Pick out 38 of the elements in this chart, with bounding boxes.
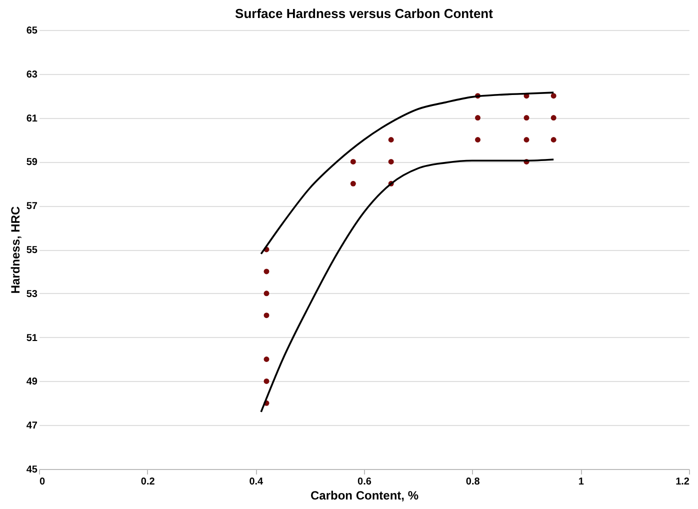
point (550, 137, 556, 142)
chart-title: Surface Hardness versus Carbon Content (235, 6, 494, 21)
y-tick-label: 45 (26, 464, 38, 476)
point (264, 378, 270, 384)
point (524, 137, 530, 142)
y-tick-label: 65 (26, 26, 38, 36)
point (264, 290, 270, 296)
x-tick-label: 1 (578, 476, 584, 488)
point (350, 158, 356, 164)
x-tick-label: 0.6 (358, 476, 372, 488)
point (475, 115, 480, 121)
y-tick-label: 49 (26, 376, 38, 388)
point (475, 137, 480, 142)
point (264, 356, 270, 362)
y-tick-label: 51 (26, 332, 38, 344)
y-axis-title: Hardness, HRC (8, 206, 22, 294)
x-axis-title: Carbon Content, % (310, 488, 419, 502)
y-tick-label: 55 (26, 245, 38, 256)
x-tick-label: 0.2 (140, 476, 156, 488)
x-tick-label: 0 (40, 476, 46, 488)
point (388, 158, 394, 164)
y-tick-label: 59 (26, 157, 38, 168)
y-tick-label: 47 (26, 420, 38, 432)
y-tick-label: 61 (26, 113, 38, 124)
point (550, 115, 556, 121)
point (264, 268, 270, 274)
point (388, 137, 394, 142)
point (550, 93, 556, 99)
x-tick-label: 0.8 (466, 476, 480, 488)
line-series (260, 158, 554, 413)
point (350, 180, 356, 186)
x-tick-label: 1.2 (676, 476, 690, 488)
y-tick-label: 57 (26, 201, 38, 212)
point (524, 115, 530, 121)
y-tick-label: 53 (26, 288, 38, 300)
x-tick-label: 0.4 (249, 476, 264, 488)
y-tick-label: 63 (26, 69, 38, 80)
point (264, 312, 270, 318)
